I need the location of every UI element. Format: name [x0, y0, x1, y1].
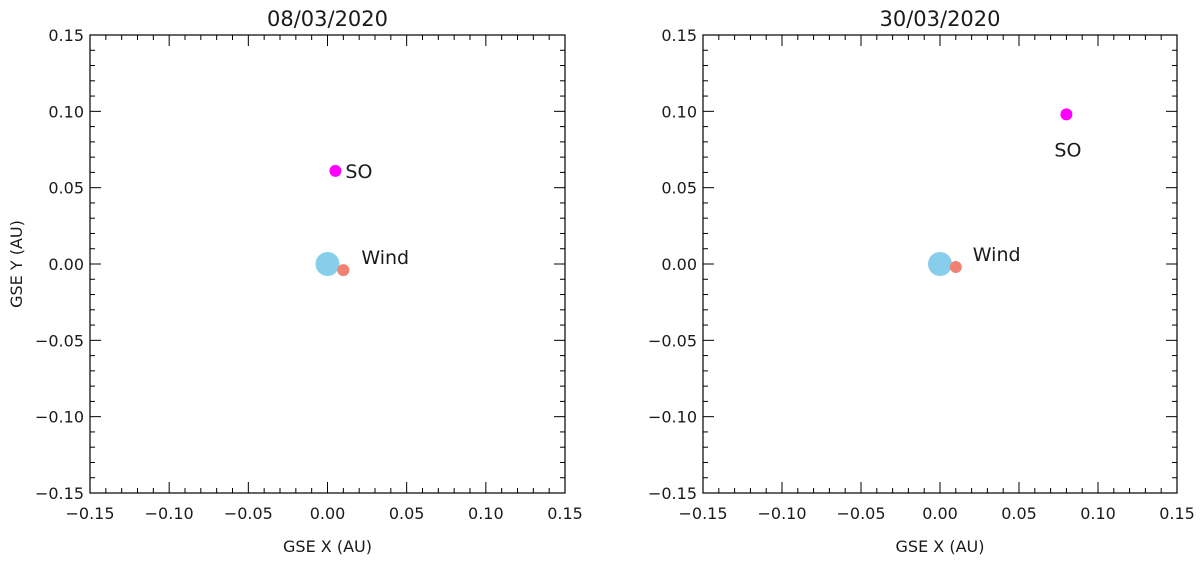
y-tick-label: 0.00	[48, 255, 84, 274]
x-tick-label: −0.15	[65, 504, 114, 523]
y-tick-label: 0.15	[48, 26, 84, 45]
y-tick-label: 0.05	[48, 179, 84, 198]
x-tick-label: −0.10	[145, 504, 194, 523]
point-earth	[315, 252, 340, 276]
x-tick-label: −0.05	[224, 504, 273, 523]
chart-title: 30/03/2020	[879, 7, 1000, 31]
x-axis-label: GSE X (AU)	[896, 537, 985, 556]
y-axis-label: GSE Y (AU)	[7, 220, 26, 308]
point-wind	[337, 264, 350, 277]
y-tick-label: −0.15	[35, 484, 84, 503]
x-tick-label: −0.10	[757, 504, 806, 523]
x-axis-label: GSE X (AU)	[283, 537, 372, 556]
x-tick-label: 0.00	[922, 504, 958, 523]
point-so	[1060, 108, 1073, 121]
y-tick-label: 0.00	[661, 255, 697, 274]
point-label-so: SO	[345, 161, 372, 183]
y-tick-label: 0.15	[661, 26, 697, 45]
point-earth	[928, 252, 952, 276]
y-tick-label: 0.10	[48, 102, 84, 121]
y-tick-label: −0.05	[35, 331, 84, 350]
panel-1: 08/03/2020 −0.15 −0.10 −0.05 0.00 0.05 0.10 0.1…	[7, 7, 583, 556]
x-tick-label: 0.10	[1080, 504, 1116, 523]
point-label-so: SO	[1054, 139, 1081, 161]
y-tick-label: −0.15	[648, 484, 697, 503]
y-tick-label: 0.05	[661, 179, 697, 198]
y-tick-label: −0.05	[648, 331, 697, 350]
x-tick-label: 0.15	[547, 504, 583, 523]
point-wind	[949, 261, 962, 274]
x-tick-label: 0.15	[1159, 504, 1195, 523]
x-tick-label: 0.05	[389, 504, 425, 523]
chart-title: 08/03/2020	[267, 7, 388, 31]
x-tick-label: −0.15	[678, 504, 727, 523]
x-tick-label: 0.00	[310, 504, 346, 523]
y-tick-label: −0.10	[648, 408, 697, 427]
point-label-wind: Wind	[361, 247, 409, 269]
panel-2: 30/03/2020 −0.15 −0.10 −0.05 0.00 0.05 0.10 0.1…	[648, 7, 1195, 556]
point-label-wind: Wind	[973, 244, 1021, 266]
axis-ticks	[702, 34, 1178, 494]
axis-ticks	[89, 34, 566, 494]
x-tick-label: 0.10	[468, 504, 504, 523]
y-tick-label: −0.10	[35, 408, 84, 427]
y-tick-label: 0.10	[661, 102, 697, 121]
x-tick-label: −0.05	[836, 504, 885, 523]
x-tick-label: 0.05	[1001, 504, 1037, 523]
point-so	[329, 164, 342, 177]
